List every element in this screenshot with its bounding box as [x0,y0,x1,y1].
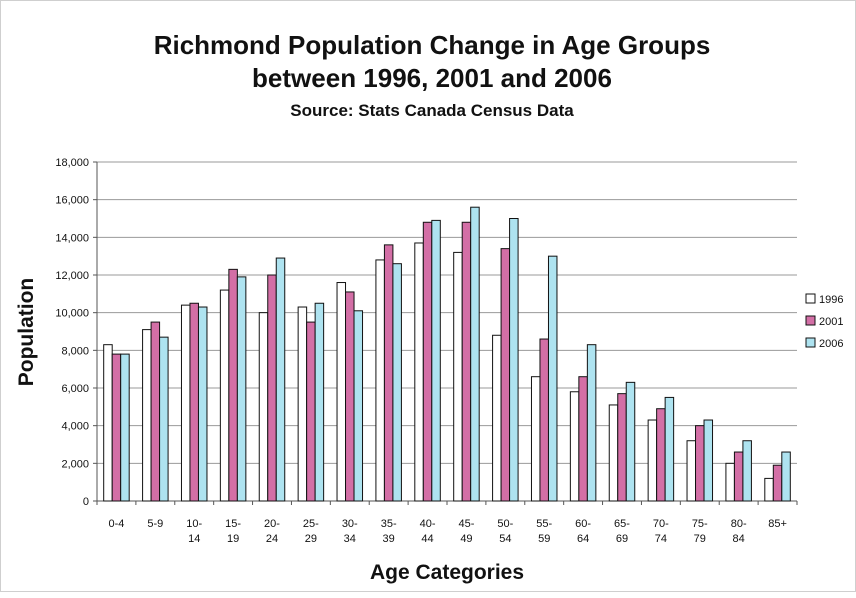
bar-2006-50-54 [509,218,519,502]
x-tick-label: 0-4 [108,518,124,530]
y-tick-label: 2,000 [61,458,89,470]
bar-2001-65-69 [617,393,627,502]
x-axis-title: Age Categories [370,561,524,584]
y-axis-title: Population [15,278,38,387]
bar-2001-85+ [772,464,783,502]
x-tick-label: 60-64 [575,518,591,545]
bar-1996-0-4 [103,344,113,502]
x-tick-label: 45-49 [458,518,474,545]
bar-2001-20-24 [267,274,277,502]
bar-2006-75-79 [703,419,714,502]
bar-1996-55-59 [530,376,541,502]
y-tick-label: 16,000 [55,195,89,207]
chart-title-line1: Richmond Population Change in Age Groups [154,30,711,60]
y-tick-label: 8,000 [61,345,89,357]
bar-2006-45-49 [470,206,480,502]
legend-label-1996: 1996 [819,294,843,306]
bar-2001-35-39 [383,244,394,502]
x-tick-label: 25-29 [303,518,319,545]
bar-2006-40-44 [431,219,441,502]
bar-2001-70-74 [656,408,666,502]
x-tick-label: 35-39 [381,518,397,545]
bar-2001-5-9 [150,321,161,502]
bar-2001-50-54 [500,248,511,502]
bar-2001-80-84 [733,451,744,502]
x-tick-label: 5-9 [147,518,163,530]
bar-1996-5-9 [142,329,152,502]
bar-1996-60-64 [569,391,580,502]
bar-2006-15-19 [236,276,247,502]
bar-2006-20-24 [275,257,286,502]
legend-label-2001: 2001 [819,316,843,328]
chart-title-line2: between 1996, 2001 and 2006 [252,63,612,93]
bar-1996-45-49 [453,251,463,502]
bar-2006-60-64 [586,344,597,502]
bar-2001-75-79 [695,425,705,502]
x-tick-label: 65-69 [614,518,630,545]
bar-2001-0-4 [111,353,122,502]
bar-1996-30-34 [336,282,347,502]
bar-1996-25-29 [297,306,308,502]
x-tick-label: 80-84 [731,518,747,545]
legend-swatch-2001 [805,315,816,326]
bar-1996-75-79 [686,440,697,502]
legend-label-2006: 2006 [819,338,843,350]
y-tick-label: 14,000 [55,232,89,244]
bar-2001-25-29 [306,321,316,502]
x-tick-label: 15-19 [225,518,241,545]
x-tick-label: 30-34 [342,518,358,545]
plot-area: 0 2,000 4,000 6,000 8,000 10,000 12,000 14,000 1… [55,157,798,545]
bar-2001-10-14 [189,302,199,502]
bar-1996-10-14 [180,304,191,502]
bar-2006-80-84 [742,440,752,502]
legend-swatch-2006 [805,337,816,348]
bar-2001-55-59 [539,338,549,502]
bar-2006-5-9 [159,336,169,502]
x-tick-label: 50-54 [497,518,513,545]
bar-2006-25-29 [314,302,325,502]
bar-2006-30-34 [353,310,364,502]
bar-2006-55-59 [547,255,558,502]
bar-1996-15-19 [219,289,230,502]
bar-1996-65-69 [608,404,619,502]
bar-1996-35-39 [375,259,385,502]
y-tick-label: 4,000 [61,421,89,433]
bar-2001-60-64 [578,376,588,502]
y-tick-label: 18,000 [55,157,89,169]
bar-2001-15-19 [228,268,238,502]
y-tick-label: 10,000 [55,308,89,320]
bar-1996-50-54 [492,334,502,502]
x-tick-label: 75-79 [692,518,708,545]
bar-2006-35-39 [392,263,402,502]
x-tick-label: 40-44 [420,518,436,545]
x-tick-label: 55-59 [536,518,552,545]
bar-1996-70-74 [647,419,658,502]
legend: 1996 2001 2006 [805,293,843,350]
y-tick-label: 6,000 [61,383,89,395]
x-tick-label: 85+ [768,518,787,530]
legend-swatch-1996 [805,293,816,304]
bar-1996-85+ [764,477,774,502]
bar-2006-65-69 [625,381,636,502]
bar-2001-30-34 [345,291,355,502]
bar-1996-40-44 [414,242,424,502]
y-tick-label: 12,000 [55,270,89,282]
x-tick-label: 10-14 [186,518,202,545]
x-tick-label: 20-24 [264,518,280,545]
bar-2006-85+ [781,451,791,502]
y-tick-label: 0 [83,496,89,508]
bar-1996-20-24 [258,312,269,502]
bar-2006-70-74 [664,396,675,502]
bar-1996-80-84 [725,462,735,502]
chart-subtitle: Source: Stats Canada Census Data [290,101,574,120]
bar-2006-10-14 [197,306,208,502]
bar-2006-0-4 [120,353,130,502]
bar-2001-45-49 [461,221,472,502]
x-tick-label: 70-74 [653,518,669,545]
bar-2001-40-44 [422,221,433,502]
